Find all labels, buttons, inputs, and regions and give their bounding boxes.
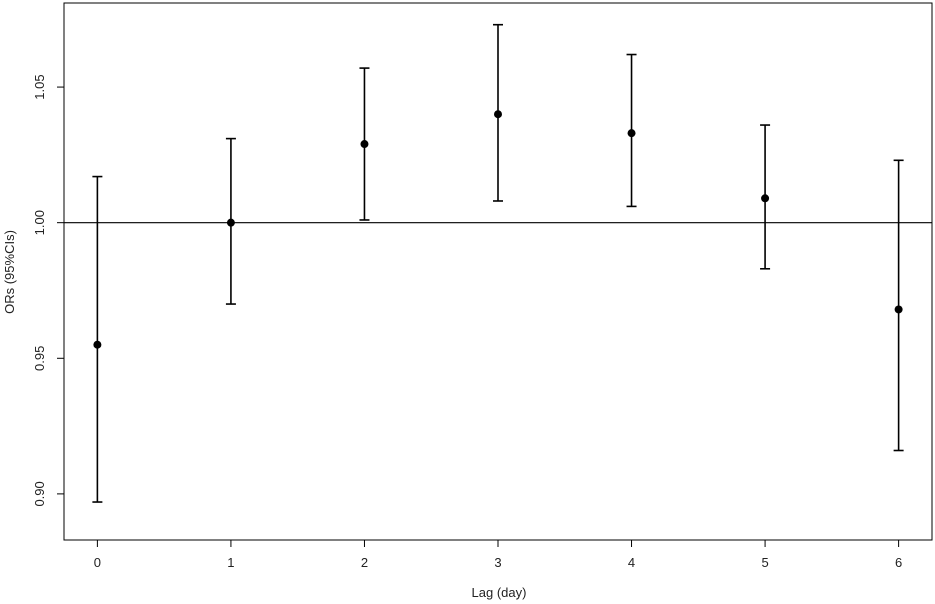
point-estimate — [761, 194, 770, 203]
point-estimate — [226, 218, 235, 227]
y-tick-label: 1.00 — [32, 210, 47, 235]
x-tick-label: 3 — [494, 555, 501, 570]
x-tick-label: 2 — [361, 555, 368, 570]
x-tick-label: 5 — [761, 555, 768, 570]
point-estimate — [627, 129, 636, 138]
x-tick-label: 1 — [227, 555, 234, 570]
x-tick-label: 0 — [94, 555, 101, 570]
y-tick-label: 0.95 — [32, 346, 47, 371]
x-axis-title: Lag (day) — [472, 585, 527, 600]
y-tick-label: 1.05 — [32, 74, 47, 99]
x-tick-label: 4 — [628, 555, 635, 570]
point-estimate — [494, 110, 502, 119]
y-tick-label: 0.90 — [32, 481, 47, 506]
point-estimate — [360, 140, 369, 149]
x-tick-label: 6 — [895, 555, 902, 570]
y-axis-title: ORs (95%CIs) — [2, 230, 17, 314]
point-estimate — [894, 305, 903, 314]
point-estimate — [93, 340, 102, 349]
